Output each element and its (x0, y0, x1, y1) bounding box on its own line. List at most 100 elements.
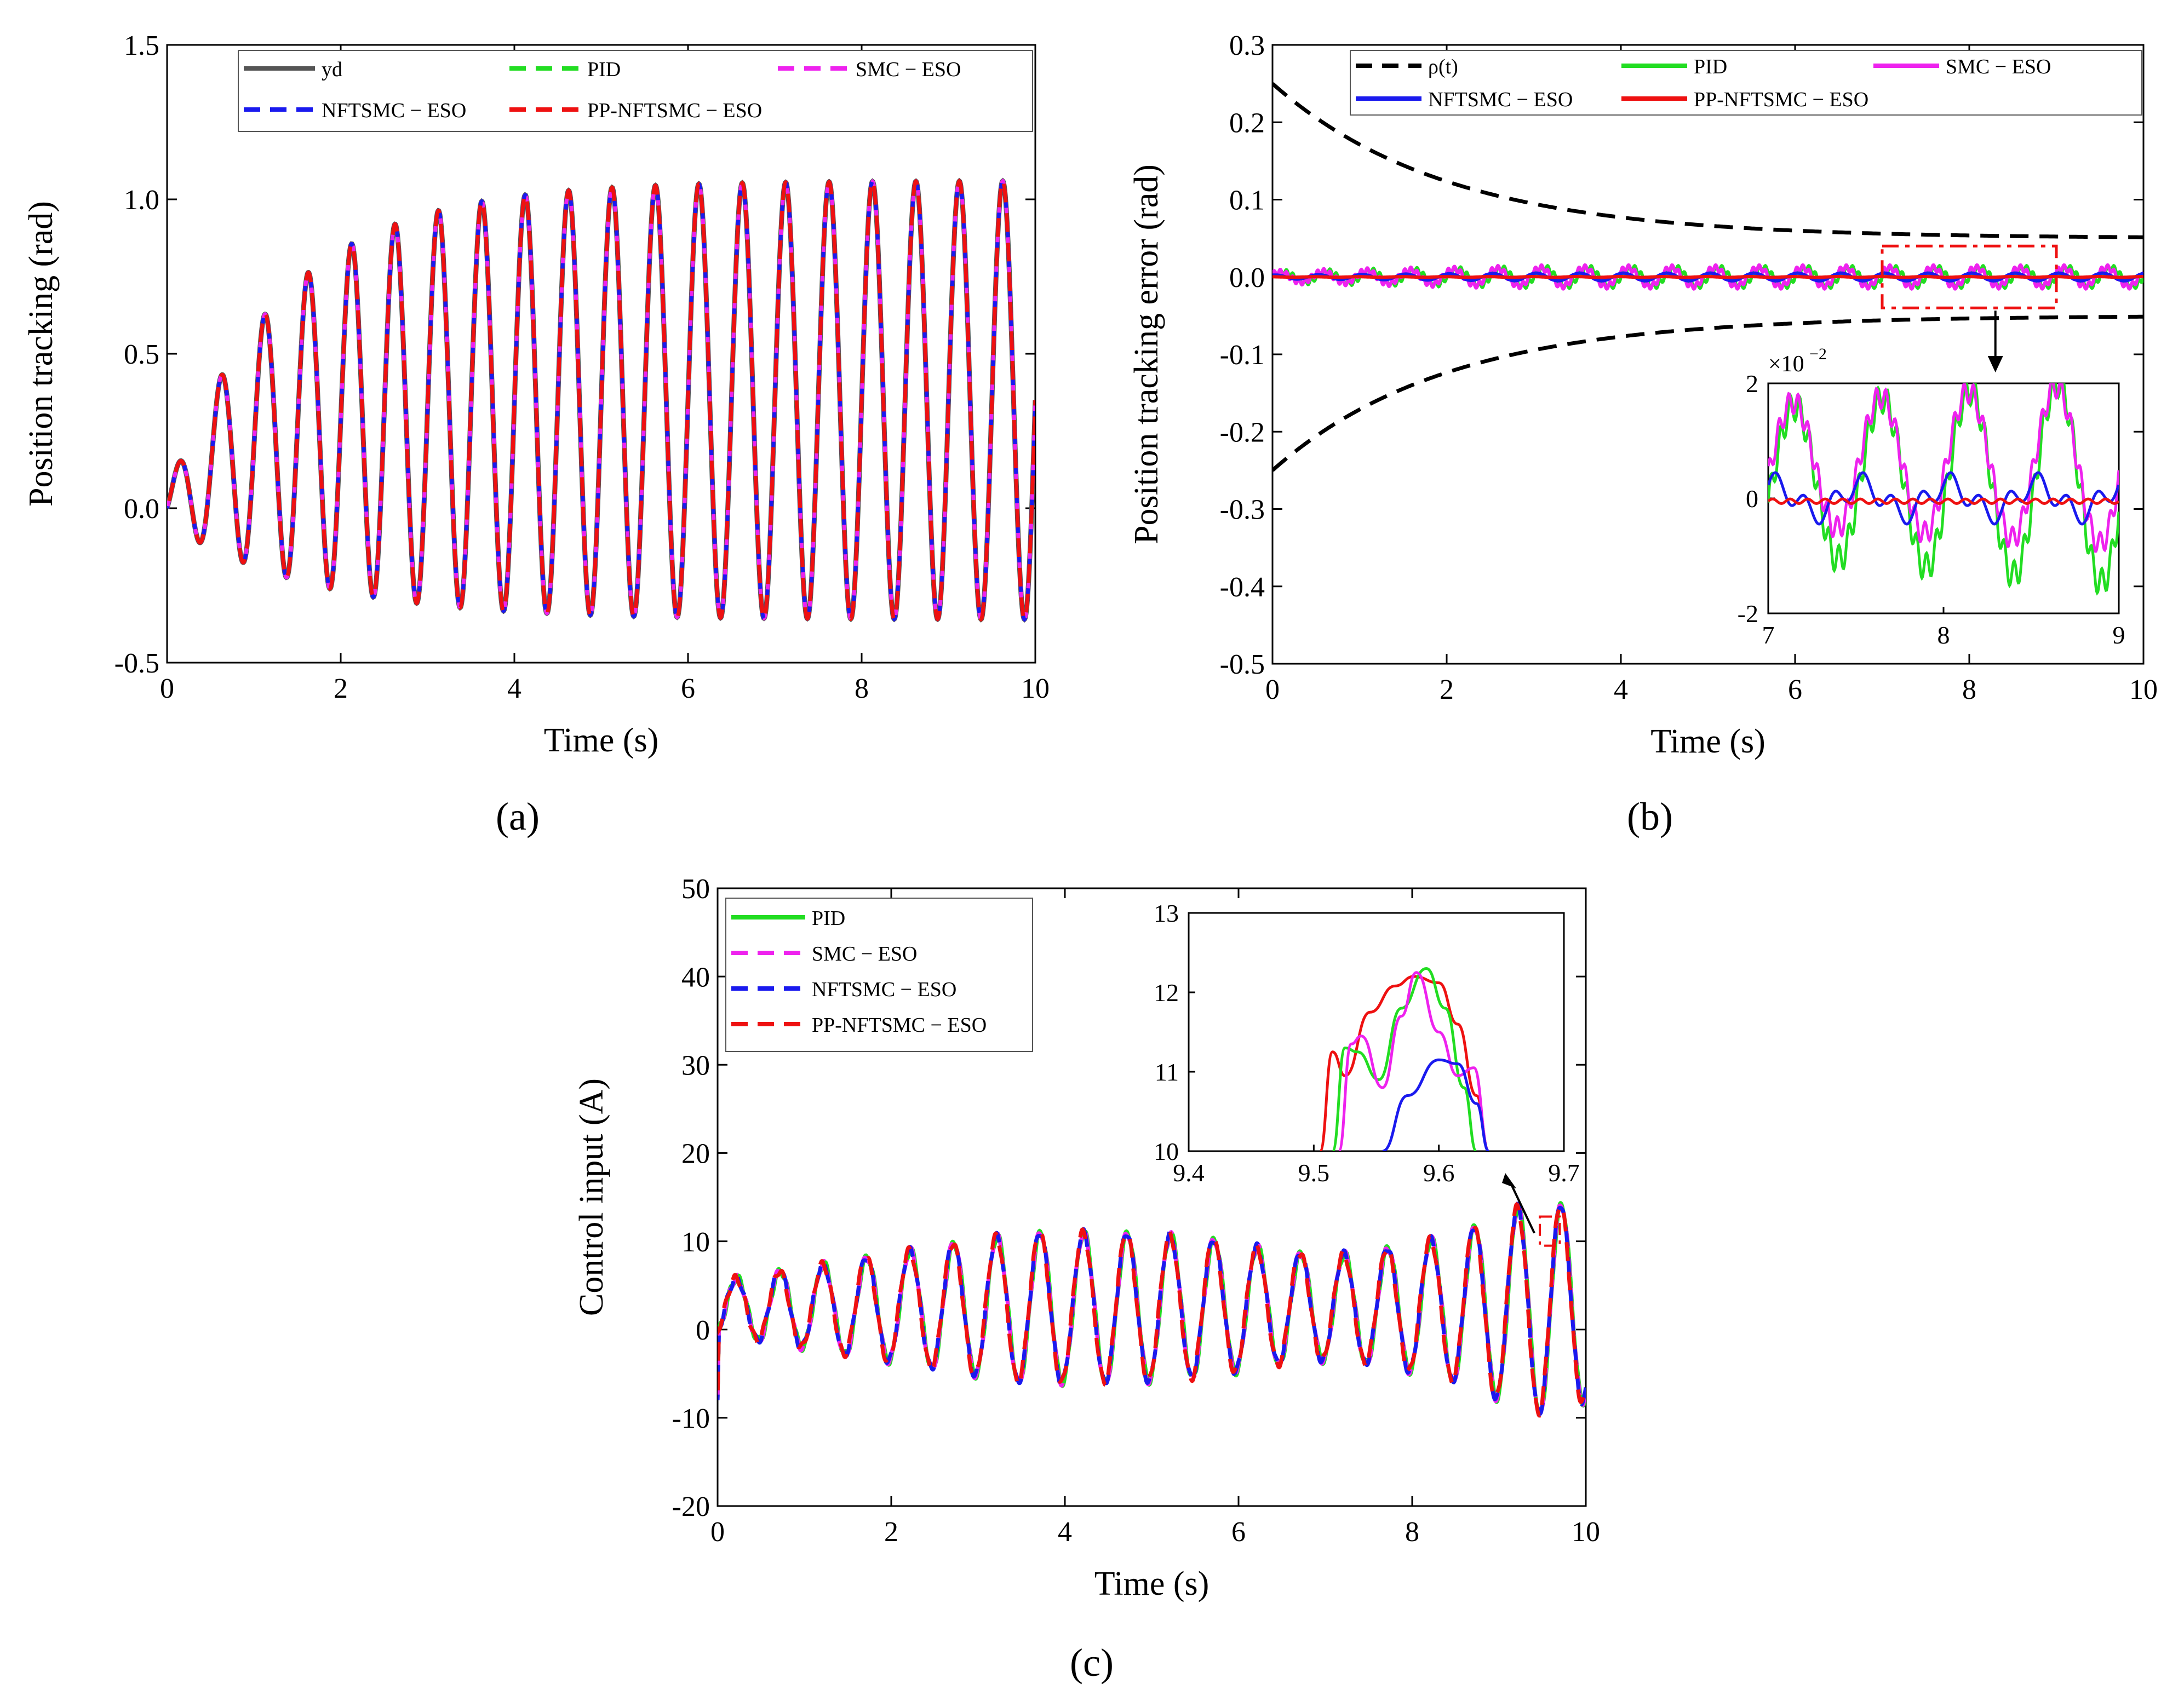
x-tick-label: 10 (1021, 673, 1050, 704)
x-tick-label: 8 (855, 673, 869, 704)
y-tick-label: 20 (681, 1139, 710, 1170)
chart-panel-b: 0 2 4 6 8 10 -0.5 -0.4 -0.3 -0.2 -0.1 0.0 0.1 0.2 0.3 T… (1128, 30, 2158, 760)
y-tick-label: 1.0 (124, 185, 159, 216)
x-tick-label: 8 (1405, 1516, 1419, 1548)
inset-series-PP-NFTSMC-ESO (1768, 497, 2119, 505)
x-tick-label: 0 (710, 1516, 725, 1548)
y-axis-label: Position tracking error (rad) (1128, 164, 1165, 544)
chart-panel-c: 0 2 4 6 8 10 -20 -10 0 10 20 30 40 50 Time (s) Control … (573, 874, 1600, 1602)
legend-label-NFTSMC-ESO: NFTSMC − ESO (812, 978, 956, 1001)
y-tick-label: 0.2 (1229, 107, 1265, 139)
inset-y-tick-label: 2 (1746, 370, 1758, 398)
series-NFTSMC-ESO (718, 1202, 1586, 1416)
y-tick-label: -0.5 (1220, 649, 1265, 680)
inset-series-SMC-ESO (1768, 383, 2119, 553)
y-tick-label: 1.5 (124, 30, 159, 61)
inset-x-tick-label: 7 (1762, 621, 1775, 649)
series-NFTSMC-ESO (167, 178, 1035, 622)
x-tick-label: 4 (1614, 674, 1628, 705)
y-tick-label: -0.5 (114, 648, 159, 679)
legend-label-SMC-ESO: SMC − ESO (812, 943, 918, 966)
legend-label-NFTSMC-ESO: NFTSMC − ESO (1428, 88, 1573, 111)
y-axis-label: Control input (A) (573, 1078, 610, 1316)
series-PP-NFTSMC-ESO (718, 1202, 1586, 1418)
x-axis-label: Time (s) (544, 722, 659, 759)
x-tick-label: 0 (160, 673, 174, 704)
zoom-arrow-shaft (1511, 1185, 1535, 1234)
inset-frame (1188, 912, 1565, 1152)
inset-y-tick-label: -2 (1738, 600, 1758, 628)
inset-series-NFTSMC-ESO (1768, 471, 2119, 526)
legend-label-PID: PID (587, 58, 621, 81)
inset-y-tick-label: 13 (1154, 899, 1179, 927)
y-tick-label: 0.5 (124, 339, 159, 370)
y-tick-label: 0.3 (1229, 30, 1265, 61)
inset-series-PP-NFTSMC-ESO (1319, 975, 1491, 1151)
x-tick-label: 4 (1058, 1516, 1072, 1548)
inset-scale-label: ×10 (1768, 352, 1804, 377)
zoom-arrow-head (1987, 356, 2003, 372)
legend-label-rho: ρ(t) (1428, 55, 1458, 78)
y-tick-label: 10 (681, 1227, 710, 1258)
zoom-box (1538, 1215, 1561, 1247)
x-tick-label: 6 (1788, 674, 1802, 705)
legend-box (1350, 50, 2142, 116)
bound-lower (1272, 314, 2143, 472)
inset-x-tick-label: 9.6 (1423, 1159, 1455, 1187)
legend-box (725, 898, 1033, 1052)
x-tick-label: 8 (1962, 674, 1976, 705)
y-tick-label: -0.3 (1220, 495, 1265, 526)
y-tick-label: -0.2 (1220, 417, 1265, 448)
x-tick-label: 0 (1265, 674, 1280, 705)
y-tick-label: 30 (681, 1050, 710, 1081)
legend: ρ(t) PID SMC − ESO NFTSMC − ESO PP-NFTSMC − … (1350, 50, 2142, 116)
legend: PID SMC − ESO NFTSMC − ESO PP-NFTSMC − ESO (725, 898, 1033, 1052)
x-tick-label: 2 (884, 1516, 898, 1548)
inset-x-tick-label: 9.7 (1548, 1159, 1580, 1187)
inset: 7 8 9 2 0 -2 ×10 −2 (1738, 345, 2125, 649)
y-tick-label: 50 (681, 874, 710, 905)
caption-c: (c) (1070, 1641, 1114, 1685)
x-tick-label: 2 (1440, 674, 1454, 705)
legend-label-PP-NFTSMC-ESO: PP-NFTSMC − ESO (587, 99, 762, 122)
y-tick-label: 0.0 (124, 493, 159, 525)
x-tick-label: 6 (681, 673, 695, 704)
plot-frame (716, 887, 1587, 1507)
y-tick-label: -10 (672, 1403, 710, 1434)
inset: 9.4 9.5 9.6 9.7 10 11 12 13 (1154, 899, 1580, 1187)
inset-x-tick-label: 9 (2113, 621, 2125, 649)
legend-box (238, 50, 1033, 132)
caption-b: (b) (1627, 795, 1673, 838)
inset-y-tick-label: 10 (1154, 1137, 1179, 1165)
legend-label-PP-NFTSMC-ESO: PP-NFTSMC − ESO (812, 1014, 987, 1037)
x-tick-label: 4 (507, 673, 521, 704)
inset-series-SMC-ESO (1337, 971, 1491, 1151)
legend-label-NFTSMC-ESO: NFTSMC − ESO (322, 99, 466, 122)
y-tick-label: 40 (681, 962, 710, 993)
y-axis-label: Position tracking (rad) (22, 201, 60, 507)
y-tick-label: -0.1 (1220, 340, 1265, 371)
series-PP-NFTSMC-ESO (1272, 275, 2143, 279)
legend-label-PID: PID (1694, 55, 1727, 78)
caption-a: (a) (496, 795, 540, 838)
legend: yd PID SMC − ESO NFTSMC − ESO PP-NFTSMC − ES… (238, 50, 1033, 132)
x-tick-label: 6 (1231, 1516, 1246, 1548)
inset-scale-exp: −2 (1809, 345, 1827, 363)
inset-y-tick-label: 11 (1155, 1058, 1179, 1086)
legend-label-y_d: yd (322, 58, 342, 81)
legend-label-SMC-ESO: SMC − ESO (856, 58, 961, 81)
x-tick-label: 10 (2129, 674, 2158, 705)
chart-panel-a: 0 2 4 6 8 10 -0.5 0.0 0.5 1.0 1.5 Time (s) Position … (22, 30, 1050, 759)
legend-label-SMC-ESO: SMC − ESO (1946, 55, 2051, 78)
inset-y-tick-label: 0 (1746, 485, 1758, 513)
legend-label-PID: PID (812, 907, 845, 930)
y-tick-label: 0.0 (1229, 262, 1265, 294)
x-tick-label: 10 (1572, 1516, 1600, 1548)
y-tick-label: -0.4 (1220, 572, 1265, 603)
y-tick-label: 0 (696, 1315, 710, 1346)
y-tick-label: -20 (672, 1491, 710, 1522)
inset-x-tick-label: 8 (1937, 621, 1950, 649)
inset-y-tick-label: 12 (1154, 979, 1179, 1007)
inset-x-tick-label: 9.4 (1173, 1159, 1205, 1187)
